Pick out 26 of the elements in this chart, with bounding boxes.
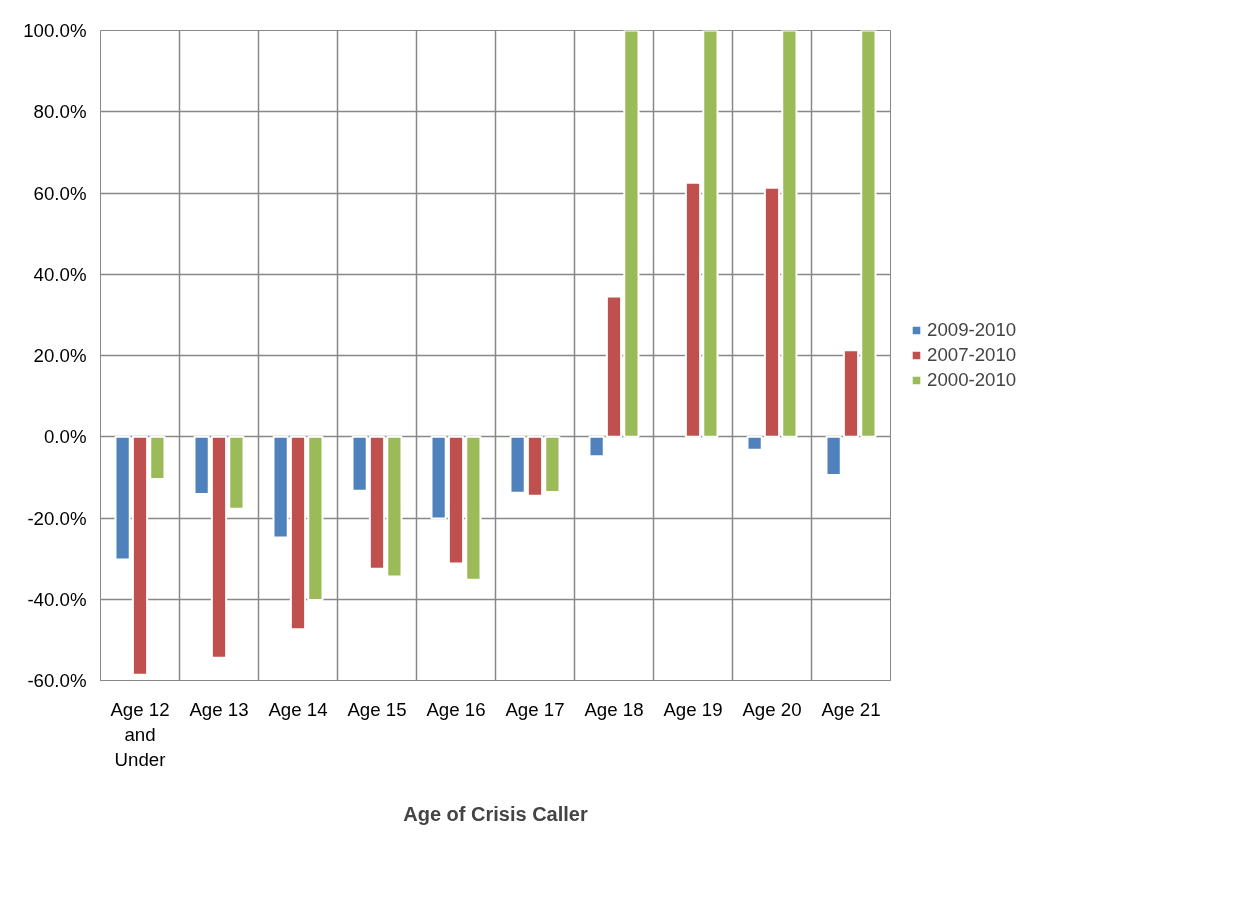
y-tick-label: 60.0% xyxy=(33,182,87,204)
legend-label: 2009-2010 xyxy=(927,319,1017,341)
y-tick-label: 0.0% xyxy=(43,426,87,448)
x-tick-label: Age 20 xyxy=(742,698,802,720)
y-tick-label: 20.0% xyxy=(33,345,87,366)
y-tick-label: -20.0% xyxy=(27,507,87,529)
y-tick-label: -40.0% xyxy=(27,588,87,610)
y-tick-label: -60.0% xyxy=(27,670,87,691)
legend-label: 2000-2010 xyxy=(927,369,1017,391)
x-tick-label: Age 18 xyxy=(584,698,644,720)
bar xyxy=(588,435,605,458)
x-tick-label: Age 16 xyxy=(426,698,486,720)
x-tick-label: Age 12 and Under xyxy=(110,698,170,770)
legend-label: 2007-2010 xyxy=(927,344,1017,366)
y-tick-label: 100.0% xyxy=(23,20,87,41)
x-tick-label: Age 21 xyxy=(821,698,881,720)
x-tick-label: Age 13 xyxy=(189,698,249,720)
bar xyxy=(746,435,763,451)
y-tick-label: 80.0% xyxy=(33,101,87,123)
y-tick-label: 40.0% xyxy=(33,263,87,285)
x-tick-label: Age 19 xyxy=(663,698,723,720)
x-axis-title: Age of Crisis Caller xyxy=(403,802,588,825)
x-tick-label: Age 15 xyxy=(347,698,407,720)
x-tick-label: Age 14 xyxy=(268,698,328,720)
x-tick-label: Age 17 xyxy=(505,698,565,720)
bar xyxy=(825,435,842,476)
